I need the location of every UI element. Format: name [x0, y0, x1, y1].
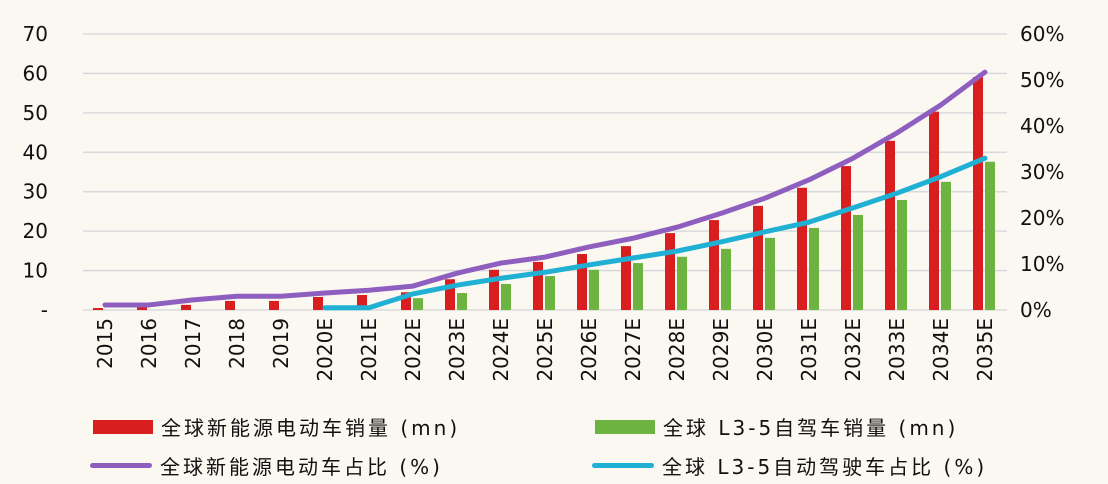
l35-sales-bar: [721, 248, 731, 310]
ev-sales-bar: [313, 296, 323, 310]
l35-sales-bar: [941, 181, 951, 310]
ev-sales-bar: [533, 261, 543, 310]
legend-item-l35-sales: 全球 L3-5自驾车销量 (mn): [595, 412, 958, 441]
x-tick-label: 2028E: [665, 318, 689, 382]
right-tick-label: 50%: [1020, 68, 1064, 92]
ev-sales-bar: [753, 205, 763, 310]
l35-sales-bar: [985, 161, 995, 310]
legend-label: 全球新能源电动车销量 (mn): [161, 416, 461, 440]
l35-share-line: [322, 155, 988, 311]
ev-sales-bar: [181, 304, 191, 310]
x-tick-label: 2031E: [797, 318, 821, 382]
x-tick-label: 2030E: [753, 318, 777, 382]
bars: [93, 76, 995, 310]
legend-label: 全球 L3-5自动驾驶车占比 (%): [662, 455, 988, 479]
legend-item-l35-share: 全球 L3-5自动驾驶车占比 (%): [592, 451, 987, 480]
right-axis-ticks: 0% 10% 20% 30% 40% 50% 60%: [1020, 22, 1064, 322]
x-tick-label: 2033E: [885, 318, 909, 382]
ev-sales-bar: [401, 292, 411, 310]
ev-sales-bar: [797, 187, 807, 310]
x-tick-label: 2024E: [489, 318, 513, 382]
ev-sales-bar: [93, 308, 103, 310]
ev-sales-bar: [885, 140, 895, 310]
x-tick-label: 2023E: [445, 318, 469, 382]
chart: - 10 20 30 40 50 60 70 0% 10% 20% 30% 40% 50% 60% 201…: [23, 22, 1065, 382]
left-axis-ticks: - 10 20 30 40 50 60 70: [23, 22, 48, 322]
left-tick-label: 70: [23, 22, 48, 46]
x-tick-label: 2034E: [929, 318, 953, 382]
ev-sales-bar: [665, 233, 675, 310]
x-tick-label: 2017: [181, 318, 205, 369]
left-tick-label: 60: [23, 61, 48, 85]
legend-label: 全球 L3-5自驾车销量 (mn): [663, 416, 959, 440]
ev-sales-bar: [357, 295, 367, 310]
legend-swatch: [592, 463, 654, 468]
legend-swatch: [93, 419, 153, 434]
left-tick-label: 20: [23, 219, 48, 243]
x-tick-label: 2018: [225, 318, 249, 369]
legend-item-ev-share: 全球新能源电动车占比 (%): [90, 451, 443, 480]
x-tick-label: 2026E: [577, 318, 601, 382]
right-tick-label: 30%: [1020, 160, 1064, 184]
x-tick-label: 2022E: [401, 318, 425, 382]
gridlines: [83, 33, 1007, 311]
l35-sales-bar: [545, 276, 555, 310]
right-tick-label: 40%: [1020, 114, 1064, 138]
l35-sales-bar: [501, 283, 511, 310]
ev-sales-bar: [577, 254, 587, 310]
right-tick-label: 20%: [1020, 206, 1064, 230]
ev-sales-bar: [709, 220, 719, 310]
right-tick-label: 10%: [1020, 252, 1064, 276]
x-tick-label: 2020E: [313, 318, 337, 382]
x-tick-label: 2035E: [973, 318, 997, 382]
x-tick-label: 2029E: [709, 318, 733, 382]
right-tick-label: 0%: [1020, 298, 1052, 322]
ev-sales-bar: [489, 269, 499, 310]
ev-sales-bar: [445, 279, 455, 310]
legend-label: 全球新能源电动车占比 (%): [160, 455, 443, 479]
l35-sales-bar: [677, 256, 687, 310]
x-tick-label: 2032E: [841, 318, 865, 382]
l35-sales-bar: [897, 199, 907, 310]
left-tick-label: 40: [23, 140, 48, 164]
ev-sales-bar: [225, 300, 235, 310]
left-tick-label: 50: [23, 101, 48, 125]
l35-sales-bar: [765, 237, 775, 310]
l35-sales-bar: [809, 227, 819, 310]
ev-sales-bar: [929, 111, 939, 310]
x-tick-label: 2027E: [621, 318, 645, 382]
l35-sales-bar: [457, 293, 467, 310]
x-tick-label: 2019: [269, 318, 293, 369]
l35-sales-bar: [589, 269, 599, 310]
ev-sales-bar: [841, 166, 851, 310]
ev-sales-bar: [269, 300, 279, 310]
x-tick-label: 2021E: [357, 318, 381, 382]
left-tick-label: -: [41, 298, 48, 322]
legend-item-ev-sales: 全球新能源电动车销量 (mn): [93, 412, 460, 441]
l35-sales-bar: [413, 298, 423, 310]
lines: [102, 69, 988, 311]
l35-sales-bar: [633, 263, 643, 310]
x-axis-ticks: 2015 2016 2017 2018 2019 2020E 2021E 2022E 2023E…: [93, 318, 997, 382]
ev-sales-bar: [621, 246, 631, 310]
left-tick-label: 30: [23, 180, 48, 204]
legend-swatch: [90, 463, 152, 468]
ev-sales-bar: [973, 76, 983, 310]
l35-sales-bar: [853, 214, 863, 310]
legend-swatch: [595, 419, 655, 434]
right-tick-label: 60%: [1020, 22, 1064, 46]
x-tick-label: 2025E: [533, 318, 557, 382]
ev-sales-bar: [137, 307, 147, 310]
x-tick-label: 2015: [93, 318, 117, 369]
x-tick-label: 2016: [137, 318, 161, 369]
left-tick-label: 10: [23, 259, 48, 283]
